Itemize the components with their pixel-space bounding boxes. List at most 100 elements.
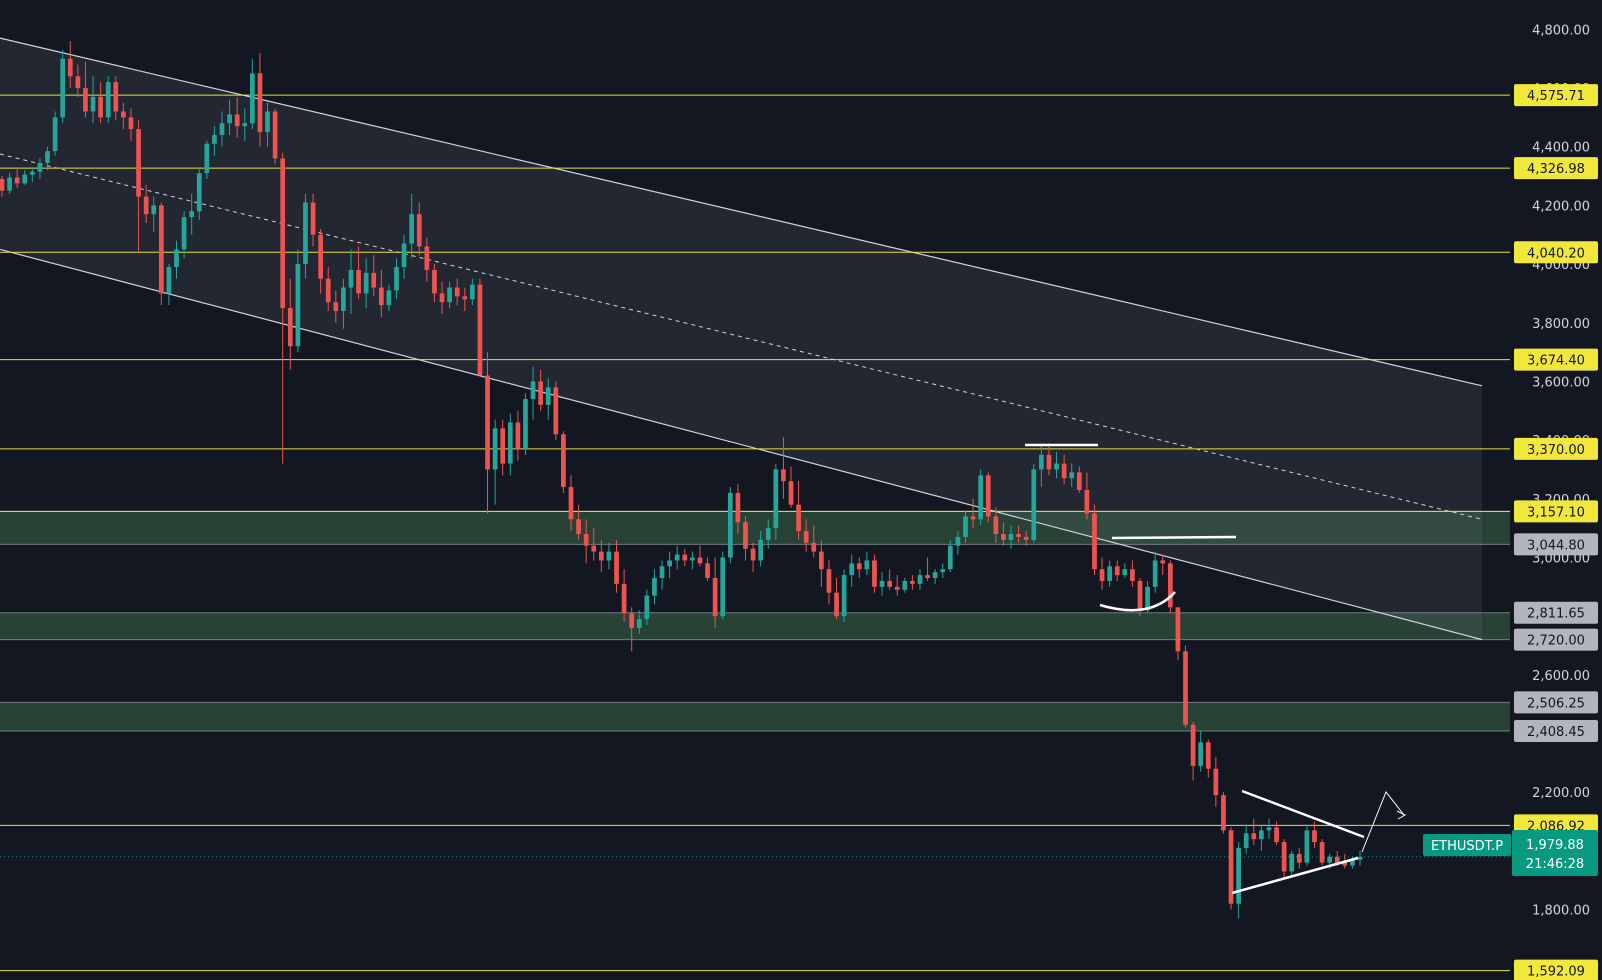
candle-body — [1357, 856, 1363, 860]
candle-body — [1266, 827, 1272, 831]
candle-145 — [1099, 557, 1105, 590]
candle-body — [212, 134, 217, 144]
candle-body — [158, 205, 164, 294]
candle-body — [386, 290, 392, 306]
candle-body — [993, 516, 999, 535]
candle-92 — [697, 545, 703, 567]
candle-128 — [970, 498, 976, 529]
candle-body — [856, 563, 862, 570]
candle-body — [652, 578, 657, 596]
candle-3 — [22, 170, 28, 185]
candle-10 — [75, 64, 81, 97]
candle-15 — [113, 76, 119, 121]
candle-87 — [659, 560, 665, 590]
candle-body — [773, 469, 779, 529]
candles-layer — [0, 41, 1363, 919]
candle-121 — [917, 569, 923, 590]
candle-100 — [758, 531, 764, 567]
level-tag-12: 1,592.09 — [1514, 959, 1598, 980]
price-axis[interactable]: 4,800.004,600.004,400.004,200.004,000.00… — [1532, 23, 1590, 918]
candle-85 — [644, 589, 650, 625]
candle-body — [52, 117, 58, 152]
candle-body — [697, 557, 703, 564]
candle-body — [1205, 742, 1211, 769]
candle-161 — [1221, 792, 1226, 834]
candle-body — [917, 575, 923, 584]
candle-22 — [166, 264, 172, 306]
candle-17 — [128, 108, 134, 141]
candle-body — [37, 162, 43, 172]
symbol-tag: ETHUSDT.P 1,979.88 21:46:28 — [1423, 830, 1598, 876]
candle-body — [1145, 586, 1150, 611]
candle-173 — [1312, 821, 1317, 848]
level-tag-8: 2,720.00 — [1514, 628, 1598, 651]
candle-body — [500, 428, 506, 464]
channel-mid-line — [0, 153, 1483, 520]
candle-body — [629, 613, 635, 628]
candle-body — [121, 111, 126, 118]
candle-65 — [492, 419, 498, 505]
candle-body — [1084, 490, 1090, 514]
candle-118 — [894, 575, 900, 596]
candle-152 — [1152, 551, 1158, 593]
candle-body — [507, 422, 513, 464]
candle-153 — [1160, 554, 1166, 576]
candle-38 — [287, 278, 293, 370]
candle-107 — [811, 525, 817, 558]
candle-body — [143, 196, 149, 215]
candle-body — [1001, 534, 1006, 540]
price-tick-label: 4,400.00 — [1532, 141, 1590, 156]
level-tag-badge — [1514, 959, 1598, 980]
candle-54 — [409, 193, 415, 259]
candle-168 — [1274, 821, 1279, 846]
level-tag-label: 4,575.71 — [1527, 89, 1585, 104]
candle-body — [470, 284, 475, 300]
candle-95 — [720, 551, 726, 620]
candle-body — [568, 487, 574, 520]
candle-body — [712, 578, 718, 617]
candle-115 — [872, 554, 877, 593]
annotations-layer — [1025, 443, 1407, 895]
candle-body — [720, 557, 726, 617]
candle-body — [272, 111, 278, 159]
candle-body — [690, 557, 695, 561]
candle-24 — [181, 211, 187, 259]
candle-4 — [29, 167, 35, 182]
candle-body — [378, 287, 384, 306]
candle-body — [1023, 536, 1029, 540]
candle-body — [796, 504, 801, 532]
candle-123 — [932, 569, 938, 584]
candle-5 — [37, 158, 43, 179]
candle-114 — [864, 551, 870, 576]
candle-172 — [1304, 824, 1310, 866]
candle-body — [67, 58, 73, 77]
candle-body — [432, 269, 437, 294]
candle-120 — [910, 575, 915, 590]
candle-body — [60, 58, 66, 118]
candle-body — [295, 264, 301, 347]
price-tick-label: 3,800.00 — [1532, 317, 1590, 332]
candle-body — [1213, 768, 1219, 796]
level-tag-badge — [1514, 533, 1598, 556]
candle-body — [932, 572, 938, 579]
candle-77 — [583, 519, 589, 564]
candle-body — [75, 76, 81, 89]
candle-71 — [538, 369, 543, 411]
candle-body — [1319, 842, 1325, 863]
candle-33 — [250, 58, 255, 130]
candle-body — [29, 171, 35, 175]
candle-167 — [1266, 818, 1272, 840]
candle-body — [826, 569, 832, 593]
candle-body — [439, 293, 445, 303]
candle-body — [614, 551, 619, 584]
candle-52 — [394, 258, 399, 300]
candle-111 — [841, 569, 847, 623]
candle-body — [1183, 651, 1188, 725]
candle-35 — [265, 102, 270, 147]
candle-108 — [819, 539, 824, 587]
candle-49 — [371, 255, 377, 297]
candle-body — [887, 580, 892, 587]
candle-body — [7, 177, 12, 191]
candle-body — [462, 296, 468, 300]
